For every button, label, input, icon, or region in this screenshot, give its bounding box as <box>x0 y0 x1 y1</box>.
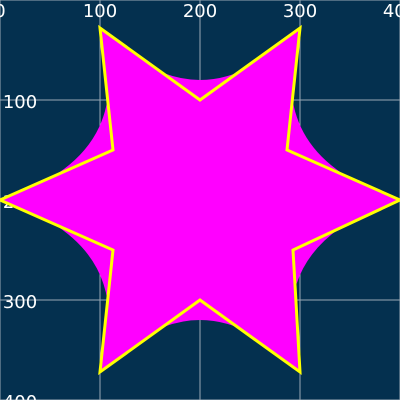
y-tick-label: 100 <box>3 92 37 113</box>
y-tick-label: 300 <box>3 292 37 313</box>
x-tick-label: 100 <box>83 1 117 22</box>
y-tick-label: 400 <box>3 392 37 400</box>
x-tick-label: 400 <box>383 1 400 22</box>
x-tick-label: 0 <box>0 1 6 22</box>
x-tick-label: 200 <box>183 1 217 22</box>
x-tick-label: 300 <box>283 1 317 22</box>
star-outline <box>0 24 400 376</box>
